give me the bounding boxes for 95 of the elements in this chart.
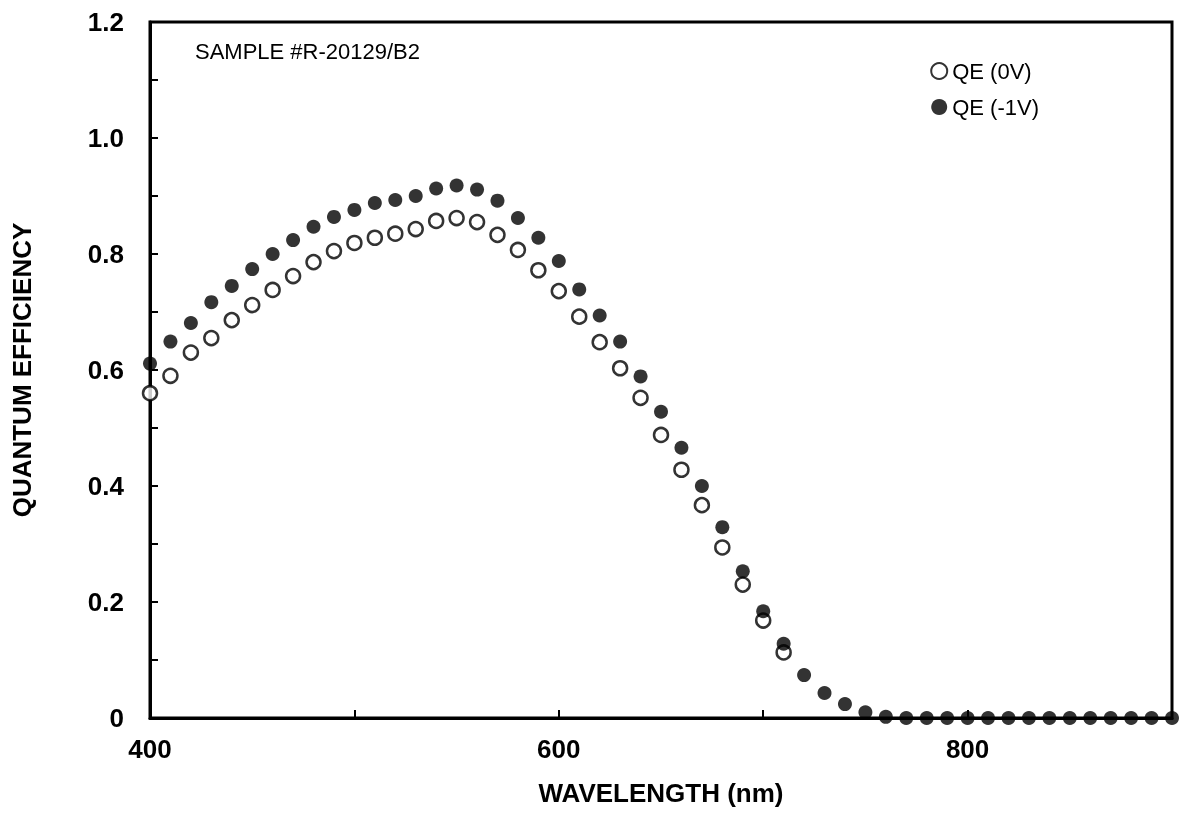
point xyxy=(286,233,301,248)
point xyxy=(325,242,343,260)
y-tick-label: 0.8 xyxy=(87,239,124,269)
point xyxy=(243,296,261,314)
point xyxy=(183,316,198,331)
point xyxy=(163,334,178,349)
point xyxy=(326,209,341,224)
point xyxy=(633,369,648,384)
legend-label: QE (-1V) xyxy=(952,94,1040,120)
point xyxy=(571,308,588,325)
point xyxy=(224,278,239,293)
x-tick-label: 800 xyxy=(945,734,990,764)
y-tick-label: 0.2 xyxy=(87,587,124,617)
point xyxy=(1124,711,1139,725)
point xyxy=(449,178,464,193)
x-tick-label: 600 xyxy=(537,734,581,764)
point xyxy=(591,333,608,351)
point xyxy=(489,226,506,244)
point xyxy=(530,261,547,279)
x-axis-title: WAVELENGTH (nm) xyxy=(538,778,784,808)
point xyxy=(919,711,934,725)
point xyxy=(284,267,302,285)
point xyxy=(940,711,955,725)
point xyxy=(387,225,404,242)
point xyxy=(366,229,384,247)
point xyxy=(714,539,731,556)
point xyxy=(652,426,670,444)
point xyxy=(632,389,649,407)
point xyxy=(490,193,505,208)
y-axis-title: QUANTUM EFFICIENCY xyxy=(7,222,37,518)
y-tick-label: 0 xyxy=(109,703,124,733)
point xyxy=(346,234,363,252)
point xyxy=(776,636,791,651)
point xyxy=(1083,711,1098,725)
point xyxy=(407,220,424,238)
point xyxy=(693,496,711,514)
y-tick-label: 0.4 xyxy=(87,471,125,501)
point xyxy=(673,461,690,479)
y-tick-label: 0.6 xyxy=(87,355,124,385)
x-tick-label: 400 xyxy=(128,734,172,764)
point xyxy=(223,311,241,329)
point xyxy=(1001,711,1016,725)
point xyxy=(592,308,607,323)
point xyxy=(306,219,321,234)
point xyxy=(611,360,629,377)
point xyxy=(550,282,568,300)
point xyxy=(1062,711,1077,725)
point xyxy=(143,356,157,371)
point xyxy=(878,709,893,724)
point xyxy=(182,344,200,361)
point xyxy=(347,202,362,217)
point xyxy=(960,711,975,725)
annotation: SAMPLE #R-20129/B2 xyxy=(195,38,421,64)
point xyxy=(245,262,260,277)
point xyxy=(305,253,322,271)
point xyxy=(817,686,832,701)
point xyxy=(572,282,587,297)
point xyxy=(367,195,382,210)
point xyxy=(427,212,445,230)
point xyxy=(981,711,996,725)
point xyxy=(510,211,525,226)
point xyxy=(509,241,527,259)
point xyxy=(203,329,220,347)
point xyxy=(1103,711,1118,725)
point xyxy=(429,181,444,196)
point xyxy=(470,182,485,197)
point xyxy=(204,295,219,310)
point xyxy=(1042,711,1057,725)
point xyxy=(468,213,486,231)
point xyxy=(734,576,752,593)
y-tick-label: 1.2 xyxy=(87,7,124,37)
point xyxy=(388,193,403,208)
point xyxy=(1144,711,1159,725)
point xyxy=(694,479,709,493)
y-tick-label: 1.0 xyxy=(87,123,124,153)
point xyxy=(797,668,812,683)
point xyxy=(735,564,750,579)
point xyxy=(448,209,465,227)
legend-label: QE (0V) xyxy=(952,58,1032,84)
point xyxy=(715,520,730,535)
point xyxy=(899,711,914,725)
point xyxy=(264,281,281,299)
point xyxy=(613,334,628,349)
point xyxy=(1165,711,1179,725)
point xyxy=(837,697,852,712)
point xyxy=(531,230,546,245)
point xyxy=(654,404,668,419)
point xyxy=(408,189,423,203)
point xyxy=(551,253,566,268)
point xyxy=(1021,711,1036,725)
point xyxy=(265,247,280,261)
point xyxy=(674,440,689,455)
point xyxy=(756,604,771,619)
point xyxy=(162,367,179,385)
point xyxy=(141,384,159,402)
